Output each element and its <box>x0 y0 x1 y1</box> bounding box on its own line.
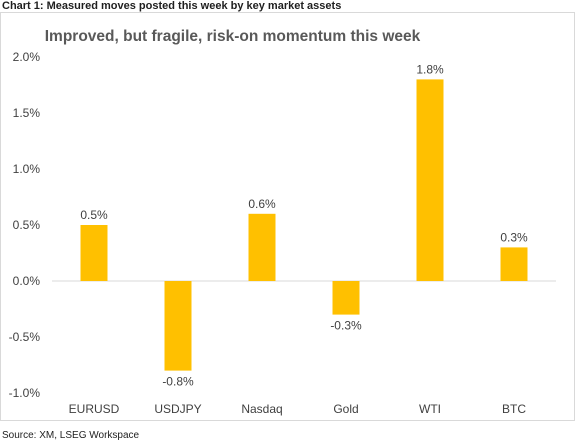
bar <box>80 225 108 281</box>
y-tick-label: 2.0% <box>13 50 41 64</box>
data-label: 1.8% <box>416 62 444 76</box>
y-tick-label: 1.5% <box>13 106 41 120</box>
x-tick-label: Nasdaq <box>241 402 282 416</box>
x-tick-label: Gold <box>333 402 358 416</box>
chart-title: Improved, but fragile, risk-on momentum … <box>44 28 421 45</box>
x-tick-label: BTC <box>502 402 526 416</box>
bar <box>248 213 276 281</box>
data-label: -0.8% <box>162 375 194 389</box>
y-tick-label: 0.5% <box>13 218 41 232</box>
source-note: Source: XM, LSEG Workspace <box>2 430 140 441</box>
x-tick-label: WTI <box>419 402 441 416</box>
data-label: 0.6% <box>248 197 276 211</box>
bar <box>500 247 528 281</box>
data-label: -0.3% <box>330 319 362 333</box>
bar <box>416 79 444 282</box>
y-tick-label: -0.5% <box>9 330 41 344</box>
bar <box>332 281 360 315</box>
x-tick-label: USDJPY <box>154 402 201 416</box>
chart-frame <box>0 12 575 421</box>
data-label: 0.3% <box>500 230 528 244</box>
chart-heading: Chart 1: Measured moves posted this week… <box>2 0 346 12</box>
data-label: 0.5% <box>80 208 108 222</box>
x-tick-label: EURUSD <box>69 402 120 416</box>
y-tick-label: 0.0% <box>13 274 41 288</box>
y-tick-label: -1.0% <box>9 386 41 400</box>
bar <box>164 281 192 371</box>
y-tick-label: 1.0% <box>13 162 41 176</box>
